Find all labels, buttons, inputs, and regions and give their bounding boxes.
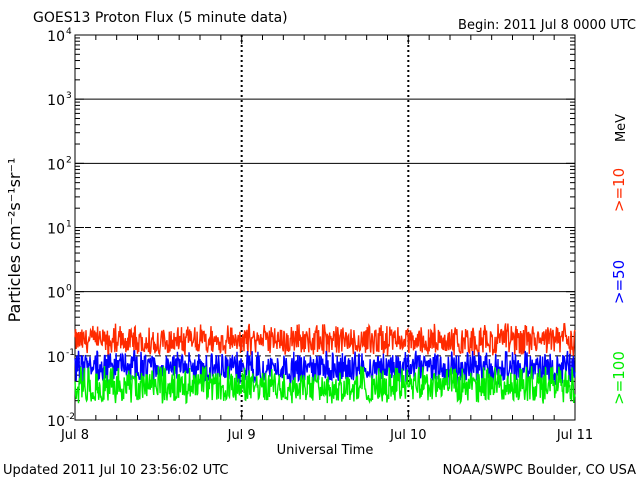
gridlines <box>75 98 575 357</box>
updated-timestamp: Updated 2011 Jul 10 23:56:02 UTC <box>3 463 228 478</box>
series-line <box>74 365 576 406</box>
legend-ge100: >=100 <box>610 351 628 405</box>
y-tick-label: 10 <box>47 157 65 173</box>
x-tick-label: Jul 9 <box>227 428 256 443</box>
series-line <box>74 322 576 356</box>
x-axis-label: Universal Time <box>277 443 374 458</box>
y-tick-label: 10 <box>47 93 65 109</box>
y-tick-exponent: -1 <box>66 348 75 358</box>
y-tick-label: 10 <box>47 414 65 430</box>
y-tick-exponent: 3 <box>66 91 72 101</box>
y-tick-label: 10 <box>47 350 65 366</box>
y-axis-label: Particles cm⁻²s⁻¹sr⁻¹ <box>5 158 24 323</box>
x-tick-labels: Jul 8 Jul 9 Jul 10 Jul 11 <box>60 428 593 443</box>
y-tick-label: 10 <box>47 222 65 238</box>
legend-ge50: >=50 <box>610 260 628 304</box>
chart-title: GOES13 Proton Flux (5 minute data) <box>33 10 288 26</box>
series-group <box>74 322 576 406</box>
x-tick-label: Jul 8 <box>60 428 89 443</box>
x-tick-label: Jul 11 <box>556 428 593 443</box>
y-tick-exponent: 4 <box>66 27 72 37</box>
credit-text: NOAA/SWPC Boulder, CO USA <box>443 463 636 478</box>
y-tick-label: 10 <box>47 286 65 302</box>
legend-units: MeV <box>614 114 629 142</box>
y-tick-exponent: 0 <box>66 284 72 294</box>
y-tick-label: 10 <box>47 29 65 45</box>
legend-ge10: >=10 <box>610 168 628 212</box>
y-tick-exponent: -2 <box>66 412 75 422</box>
begin-time: Begin: 2011 Jul 8 0000 UTC <box>458 18 636 33</box>
y-tick-exponent: 2 <box>66 155 72 165</box>
x-tick-label: Jul 10 <box>389 428 426 443</box>
y-tick-exponent: 1 <box>66 220 72 230</box>
